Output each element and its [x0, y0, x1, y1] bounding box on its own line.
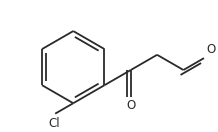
- Text: O: O: [126, 99, 135, 112]
- Text: Cl: Cl: [48, 117, 60, 129]
- Text: O: O: [207, 43, 216, 56]
